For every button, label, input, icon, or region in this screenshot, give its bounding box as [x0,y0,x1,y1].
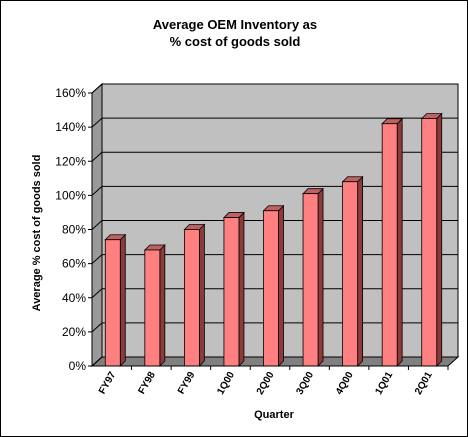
chart-title-line-1: Average OEM Inventory as [152,17,318,32]
bar [222,211,245,367]
y-tick-label: 160% [55,86,86,100]
bar-side [238,211,245,367]
gridline [91,151,458,162]
gridline [91,117,458,128]
bar-front [302,193,319,367]
y-axis: 0% 20% 40% 60% 80% 100% 120% 140% 160% [55,86,93,373]
x-axis: FY97 FY98 FY99 1Q00 2Q00 3Q00 4Q00 1Q01 2Q01 [92,365,449,397]
bar-front [144,249,161,367]
chart-title-line-2: % cost of goods sold [169,34,301,49]
bar [183,223,206,367]
bar-front [223,217,240,367]
gridline [91,83,458,94]
y-tick-label: 40% [62,291,86,305]
gridlines [91,83,458,367]
bar-front [263,210,279,367]
y-axis-title: Average % cost of goods sold [31,155,43,312]
x-axis-title: Quarter [254,409,294,421]
y-tick-label: 60% [62,257,86,271]
bar-front [104,239,121,367]
gridline [91,220,458,230]
x-tick-label: 2Q00 [255,370,277,397]
y-tick-label: 140% [55,120,86,134]
y-tick-label: 120% [55,154,86,168]
x-tick-label: FY98 [136,370,158,397]
x-tick-label: 4Q00 [334,370,356,397]
gridline [91,288,458,299]
x-tick-label: 3Q00 [294,370,316,397]
gridline [91,322,458,333]
bar-front [342,181,359,367]
y-tick-label: 80% [62,223,86,237]
y-tick-label: 0% [69,359,87,373]
x-tick-label: FY99 [176,370,198,397]
bar-side [119,233,126,367]
bar-front [381,123,398,367]
bar-side [159,244,166,367]
bar-side [317,187,324,367]
bar-side [198,223,205,367]
chart-title: Average OEM Inventory as % cost of goods… [60,16,410,50]
gridline [91,356,458,367]
bar [302,187,325,367]
y-tick-label: 20% [62,325,86,339]
y-tick-label: 100% [55,188,86,202]
gridline [91,185,458,196]
x-tick-label: FY97 [97,370,119,397]
bar [381,117,404,367]
bar-front [421,118,438,367]
bar-side [436,112,443,367]
bar-side [357,175,364,367]
bar [262,204,285,367]
x-tick-label: 1Q00 [215,370,237,397]
bar [143,244,166,367]
bar-front [183,229,200,367]
bar [420,112,443,367]
bar [341,175,364,367]
bar [104,233,127,367]
gridline [91,254,458,264]
x-tick-label: 1Q01 [374,370,396,397]
bar-side [278,204,284,367]
bar-side [396,117,403,367]
x-tick-label: 2Q01 [413,370,435,397]
